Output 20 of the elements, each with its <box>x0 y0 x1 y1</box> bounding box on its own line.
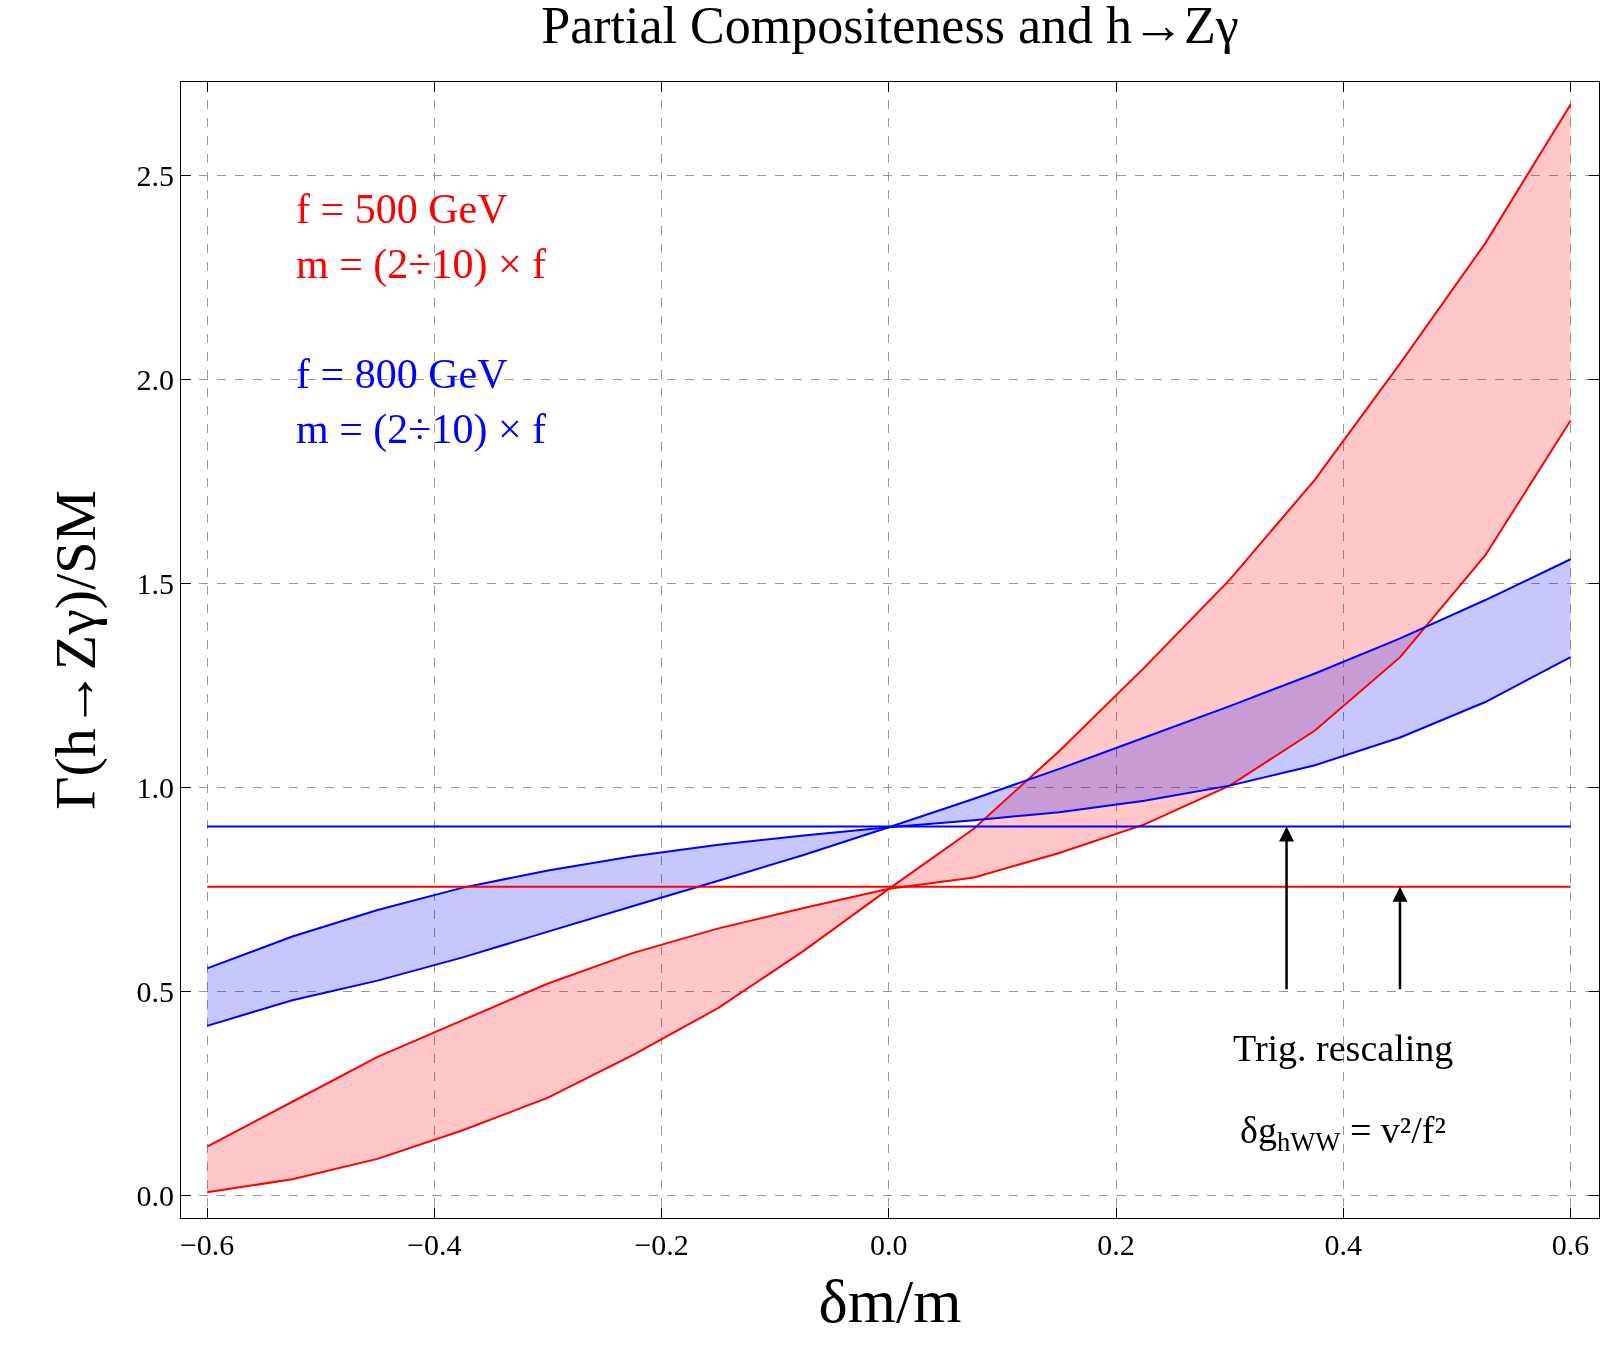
chart-title: Partial Compositeness and h→Zγ <box>541 0 1239 55</box>
x-tick-label: −0.4 <box>407 1228 462 1261</box>
x-tick-label: 0.4 <box>1324 1228 1363 1261</box>
y-tick-label: 1.5 <box>136 567 174 601</box>
x-tick-label: 0.0 <box>870 1228 908 1261</box>
x-tick-label: −0.2 <box>634 1228 689 1261</box>
y-tick-label: 2.5 <box>136 159 174 193</box>
y-tick-label: 2.0 <box>136 363 174 397</box>
annotation: Trig. rescaling <box>1233 1027 1454 1069</box>
x-axis-title: δm/m <box>818 1266 962 1335</box>
x-tick-label: 0.6 <box>1551 1228 1590 1261</box>
y-axis-title: Γ(h→Zγ)/SM <box>42 489 108 811</box>
x-tick-label: −0.6 <box>179 1228 235 1261</box>
x-tick-label: 0.2 <box>1097 1228 1135 1261</box>
y-tick-label: 0.0 <box>136 1179 174 1213</box>
text: f = 800 GeV m = (2÷10) × f <box>296 351 547 453</box>
text: f = 500 GeV m = (2÷10) × f <box>296 186 547 288</box>
y-tick-label: 0.5 <box>136 975 174 1009</box>
y-tick-label: 1.0 <box>136 771 174 805</box>
annotation: δg$_{hWW}$ = v²/f² <box>1240 1109 1446 1157</box>
